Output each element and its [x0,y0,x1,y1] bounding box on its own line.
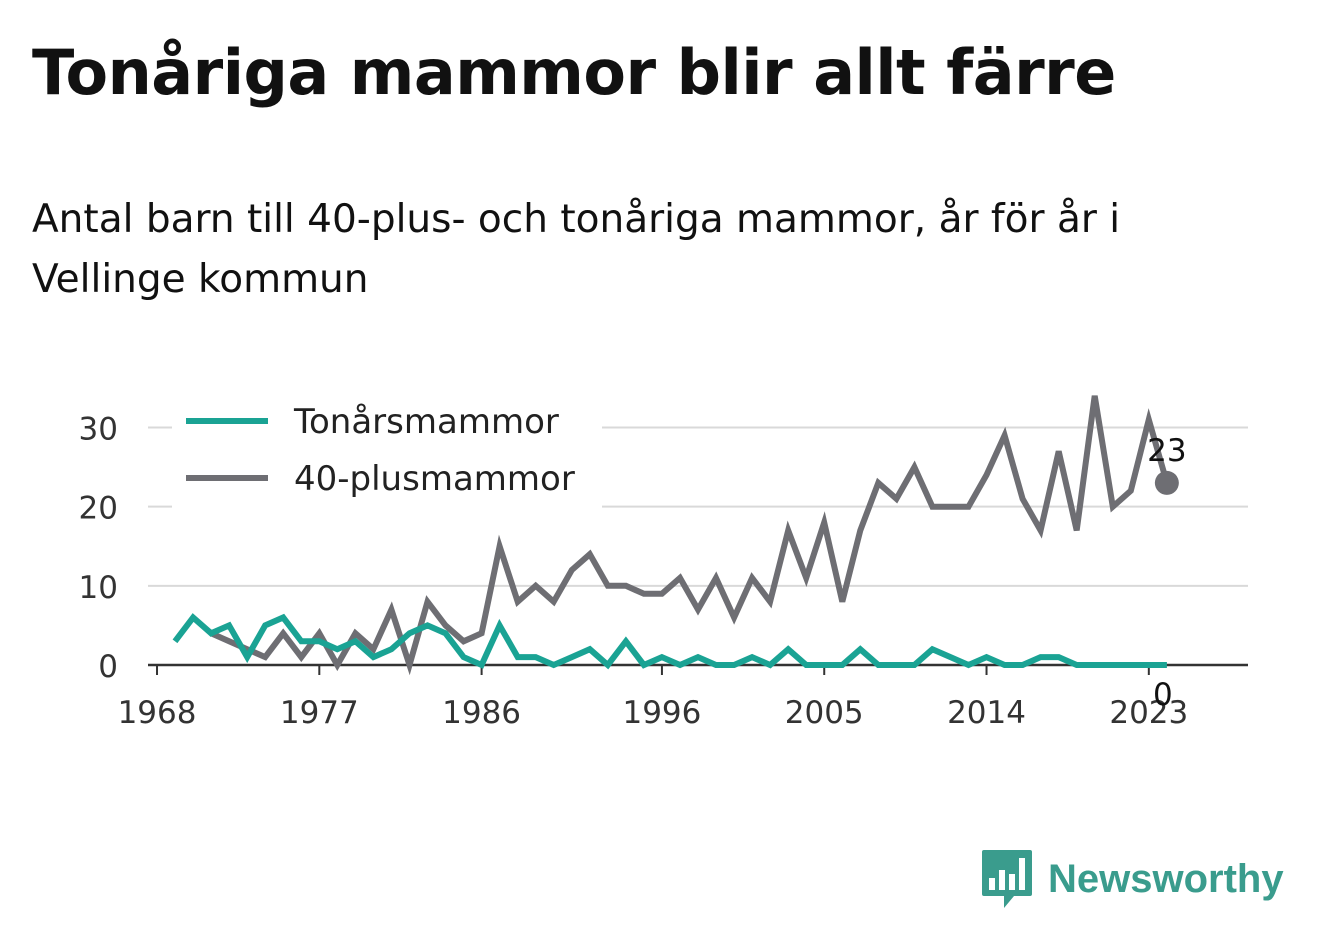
x-tick-label: 2005 [785,695,864,731]
x-tick-label: 1986 [442,695,521,731]
brand-name: Newsworthy [1048,856,1284,901]
axes: 0 10 20 30 1968 1977 1986 1996 2005 2014 2023 [79,412,1248,731]
x-tick-label: 1977 [280,695,359,731]
y-tick-label: 20 [79,491,118,527]
end-labels: 0 23 [1147,433,1186,713]
x-tick-label: 1996 [622,695,701,731]
chart-subtitle: Antal barn till 40-plus- och tonåriga ma… [32,197,1121,302]
legend: Tonårsmammor 40-plusmammor [172,394,602,514]
series-line [172,613,1167,670]
end-value-label: 23 [1147,433,1186,469]
legend-label: Tonårsmammor [293,402,559,442]
y-tick-label: 30 [79,412,118,448]
legend-label: 40-plusmammor [294,459,575,499]
brand: Newsworthy [980,848,1284,910]
legend-box [172,394,602,514]
newsworthy-logo-icon [982,850,1032,908]
series-lines [172,395,1170,676]
x-tick-label: 2023 [1109,695,1188,731]
end-value-label: 0 [1153,677,1173,713]
end-point [1154,470,1179,495]
x-tick-label: 1968 [118,695,197,731]
series-line [209,395,1170,676]
y-tick-label: 0 [98,649,118,685]
x-tick-label: 2014 [947,695,1026,731]
chart-title: Tonåriga mammor blir allt färre [32,36,1116,109]
y-tick-label: 10 [79,570,118,606]
